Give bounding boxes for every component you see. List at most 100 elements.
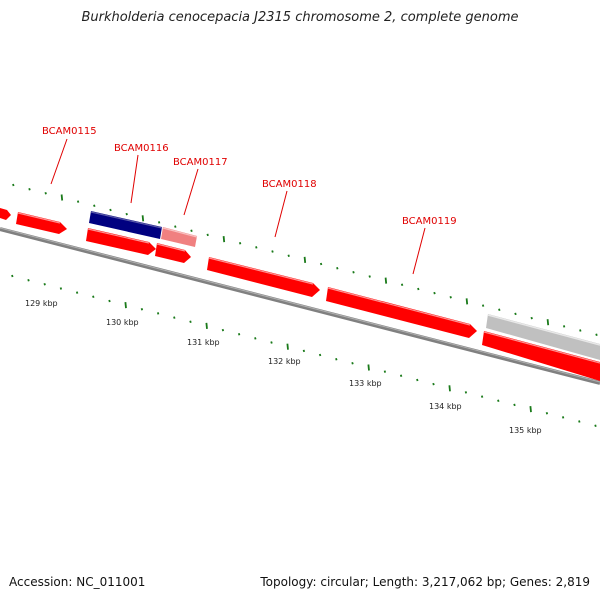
tick-mark xyxy=(319,262,323,266)
scale-labels: 129 kbp 130 kbp 131 kbp 132 kbp 133 kbp … xyxy=(25,299,542,435)
tick-mark xyxy=(287,254,290,257)
gene-label-bcam0118[interactable]: BCAM0118 xyxy=(262,179,317,238)
tick-mark xyxy=(498,308,501,312)
tick-mark xyxy=(318,353,322,357)
tick-mark xyxy=(302,349,306,353)
gene-arrow-bcam0118[interactable] xyxy=(207,257,320,297)
genome-summary-text: Topology: circular; Length: 3,217,062 bp… xyxy=(260,575,590,589)
svg-text:BCAM0118: BCAM0118 xyxy=(262,179,317,190)
tick-mark xyxy=(449,296,452,299)
gene-arrow-left-edge[interactable] xyxy=(0,208,11,220)
scale-label-133: 133 kbp xyxy=(349,379,382,388)
tick-mark xyxy=(368,275,371,278)
tick-mark xyxy=(44,192,47,195)
tick-mark xyxy=(351,362,354,365)
scale-label-132: 132 kbp xyxy=(268,357,301,366)
tick-mark xyxy=(594,424,597,427)
gene-arrow-right-edge[interactable] xyxy=(482,331,600,381)
tick-mark xyxy=(205,322,208,329)
tick-mark xyxy=(28,187,31,191)
scale-label-130: 130 kbp xyxy=(106,318,139,327)
tick-mark xyxy=(254,337,257,340)
tick-mark xyxy=(11,274,14,278)
tick-mark xyxy=(237,332,241,336)
gene-label-bcam0115[interactable]: BCAM0115 xyxy=(42,126,97,185)
tick-mark xyxy=(108,299,111,303)
gene-arrow-bcam0117-second[interactable] xyxy=(155,243,191,263)
tick-mark xyxy=(156,312,160,315)
gene-arrow-bcam0116-second[interactable] xyxy=(86,228,156,255)
tick-mark xyxy=(352,271,355,274)
tick-mark xyxy=(271,250,274,253)
svg-text:BCAM0117: BCAM0117 xyxy=(173,157,228,168)
gene-label-bcam0119[interactable]: BCAM0119 xyxy=(402,216,457,275)
tick-mark xyxy=(12,183,15,187)
tick-mark xyxy=(222,236,226,243)
scale-label-134: 134 kbp xyxy=(429,402,462,411)
gene-arrow-bcam0119[interactable] xyxy=(326,287,477,338)
tick-mark xyxy=(190,229,193,232)
tick-mark xyxy=(270,341,273,344)
tick-mark xyxy=(335,357,338,361)
scale-label-135: 135 kbp xyxy=(509,426,542,435)
tick-mark xyxy=(464,391,468,394)
tick-mark xyxy=(124,302,127,309)
tick-mark xyxy=(562,325,566,328)
scale-label-129: 129 kbp xyxy=(25,299,58,308)
tick-mark xyxy=(579,329,582,332)
tick-mark xyxy=(27,278,30,282)
gene-arrow-bcam0115[interactable] xyxy=(16,212,67,234)
tick-mark xyxy=(432,382,435,386)
tick-mark xyxy=(545,411,549,415)
tick-mark xyxy=(367,364,370,371)
tick-mark xyxy=(173,316,176,319)
tick-mark xyxy=(76,200,80,203)
tick-mark xyxy=(125,212,128,216)
tick-mark xyxy=(416,378,419,382)
tick-mark xyxy=(595,333,598,336)
tick-mark xyxy=(513,403,516,407)
tick-mark xyxy=(448,385,451,392)
accession-text: Accession: NC_011001 xyxy=(9,575,146,589)
gene-box-gray[interactable] xyxy=(486,314,600,360)
tick-mark xyxy=(59,287,63,290)
tick-mark xyxy=(530,316,533,320)
gene-box-bcam0116[interactable] xyxy=(89,211,163,239)
tick-mark xyxy=(109,208,112,212)
tick-mark xyxy=(399,374,403,378)
tick-mark xyxy=(255,246,258,249)
gene-label-bcam0117[interactable]: BCAM0117 xyxy=(173,157,228,216)
inner-tick-track xyxy=(11,274,597,427)
tick-mark xyxy=(561,416,565,419)
tick-mark xyxy=(75,291,79,294)
map-title: Burkholderia cenocepacia J2315 chromosom… xyxy=(81,10,519,25)
tick-mark xyxy=(481,304,485,307)
tick-mark xyxy=(336,266,339,270)
tick-mark xyxy=(417,287,420,291)
tick-mark xyxy=(93,204,96,208)
tick-mark xyxy=(303,256,307,263)
tick-mark xyxy=(189,320,192,323)
tick-mark xyxy=(497,399,500,403)
tick-mark xyxy=(157,221,161,224)
tick-mark xyxy=(286,343,289,350)
scale-label-131: 131 kbp xyxy=(187,338,220,347)
tick-mark xyxy=(92,295,95,299)
svg-text:BCAM0115: BCAM0115 xyxy=(42,126,97,137)
tick-mark xyxy=(60,194,64,201)
tick-mark xyxy=(578,420,581,423)
svg-text:BCAM0119: BCAM0119 xyxy=(402,216,457,227)
tick-mark xyxy=(465,298,469,305)
tick-mark xyxy=(546,319,550,326)
tick-mark xyxy=(514,312,517,316)
svg-text:BCAM0116: BCAM0116 xyxy=(114,143,169,154)
backbone xyxy=(0,227,600,385)
gene-label-bcam0116[interactable]: BCAM0116 xyxy=(114,143,169,204)
tick-mark xyxy=(400,283,404,287)
tick-mark xyxy=(384,277,388,284)
tick-mark xyxy=(529,406,532,413)
gene-box-bcam0117[interactable] xyxy=(161,227,198,247)
outer-tick-track xyxy=(12,183,598,336)
tick-mark xyxy=(140,308,144,311)
